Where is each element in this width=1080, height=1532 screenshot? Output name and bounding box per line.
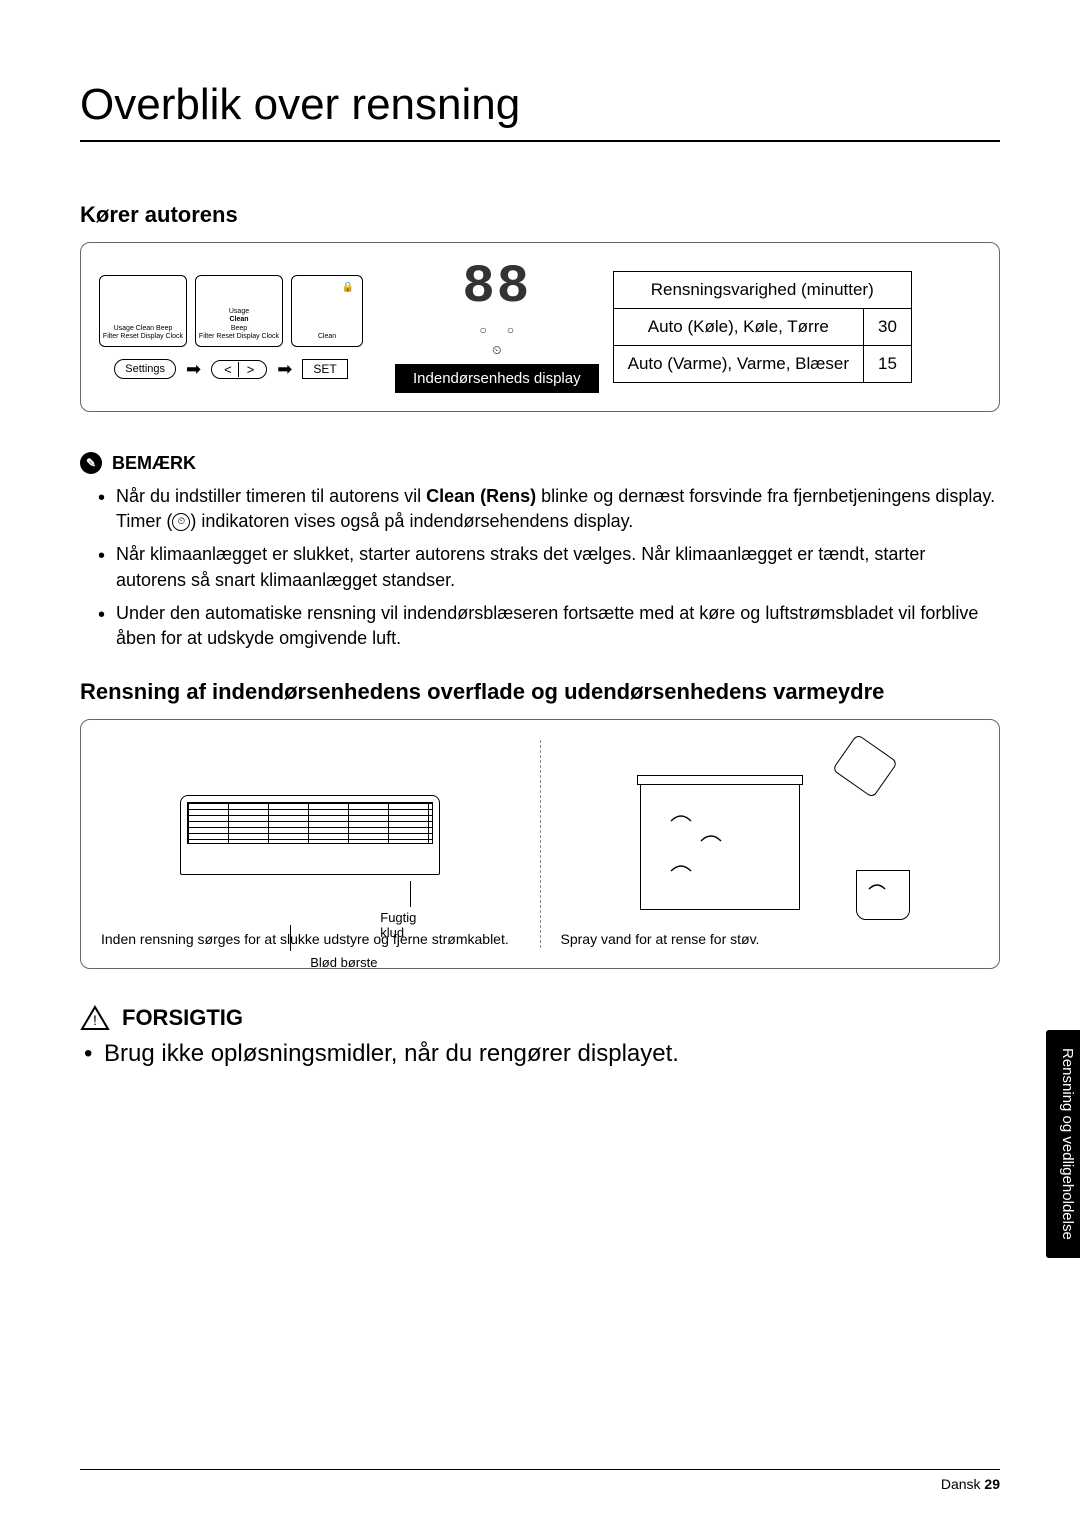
section-side-tab: Rensning og vedligeholdelse	[1046, 1030, 1080, 1258]
note-label: BEMÆRK	[112, 453, 196, 474]
note-bullet-0: Når du indstiller timeren til autorens v…	[98, 484, 1000, 534]
page-title: Overblik over rensning	[80, 80, 1000, 142]
arrow-icon: ➡	[186, 359, 201, 380]
screen2-line1: Usage Clean Beep	[199, 308, 279, 333]
remote-screen-2: Usage Clean Beep Filter Reset Display Cl…	[195, 275, 283, 347]
lock-icon: 🔒	[342, 282, 354, 293]
bucket-illustration	[856, 870, 910, 920]
timer-icon: ⏲	[172, 513, 190, 531]
outdoor-clean-panel: Spray vand for at rense for støv.	[561, 740, 980, 948]
screen1-line1: Usage Clean Beep	[103, 325, 183, 333]
outdoor-unit-illustration	[640, 780, 800, 910]
outdoor-clean-caption: Spray vand for at rense for støv.	[561, 930, 980, 948]
watering-cup-illustration	[832, 734, 898, 799]
screen1-line2: Filter Reset Display Clock	[103, 333, 183, 341]
autoclean-diagram: Usage Clean Beep Filter Reset Display Cl…	[80, 242, 1000, 412]
arrow-icon: ➡	[277, 359, 292, 380]
nav-left-right: <>	[211, 360, 267, 379]
duration-mode-0: Auto (Køle), Køle, Tørre	[613, 309, 863, 346]
indoor-clean-panel: Fugtig klud Blød børste Inden rensning s…	[101, 740, 541, 948]
cleaning-duration-table: Rensningsvarighed (minutter) Auto (Køle)…	[613, 271, 912, 383]
indoor-unit-illustration	[180, 795, 440, 875]
indoor-display-block: 88 ○○ ⏲ Indendørsenheds display	[395, 261, 599, 393]
timer-small-icon: ⏲	[492, 343, 501, 358]
note-bullet-1: Når klimaanlægget er slukket, starter au…	[98, 542, 1000, 592]
caution-bullet-0: Brug ikke opløsningsmidler, når du rengø…	[84, 1037, 1000, 1071]
seven-segment-display: 88	[462, 261, 531, 315]
section-run-autoclean-heading: Kører autorens	[80, 202, 1000, 228]
chevron-right-icon: >	[241, 362, 261, 377]
screen2-line2: Filter Reset Display Clock	[199, 333, 279, 341]
set-button: SET	[302, 359, 347, 379]
page-footer: Dansk 29	[80, 1469, 1000, 1492]
settings-button: Settings	[114, 359, 176, 379]
caution-header: ! FORSIGTIG	[80, 1005, 1000, 1031]
remote-block: Usage Clean Beep Filter Reset Display Cl…	[99, 275, 363, 380]
footer-page-number: 29	[984, 1476, 1000, 1492]
duration-mode-1: Auto (Varme), Varme, Blæser	[613, 346, 863, 383]
caution-icon: !	[80, 1005, 110, 1031]
cloth-label: Fugtig klud	[380, 910, 440, 940]
duration-min-0: 30	[863, 309, 911, 346]
duration-min-1: 15	[863, 346, 911, 383]
table-row: Auto (Køle), Køle, Tørre 30	[613, 309, 911, 346]
note-bullet-list: Når du indstiller timeren til autorens v…	[80, 484, 1000, 651]
display-small-icons: ○○	[480, 323, 515, 337]
note-bullet-2: Under den automatiske rensning vil inden…	[98, 601, 1000, 651]
chevron-left-icon: <	[218, 362, 239, 377]
table-row: Auto (Varme), Varme, Blæser 15	[613, 346, 911, 383]
screen3-text: Clean	[318, 333, 336, 341]
svg-text:!: !	[93, 1012, 97, 1028]
note-header: ✎ BEMÆRK	[80, 452, 1000, 474]
remote-controls-row: Settings ➡ <> ➡ SET	[114, 359, 347, 380]
duration-header: Rensningsvarighed (minutter)	[613, 272, 911, 309]
indoor-clean-caption: Inden rensning sørges for at slukke udst…	[101, 930, 520, 948]
note-icon: ✎	[80, 452, 102, 474]
surface-clean-diagram: Fugtig klud Blød børste Inden rensning s…	[80, 719, 1000, 969]
brush-label: Blød børste	[310, 955, 377, 970]
caution-label: FORSIGTIG	[122, 1005, 243, 1031]
section-surface-clean-heading: Rensning af indendørsenhedens overflade …	[80, 679, 1000, 705]
footer-language: Dansk	[941, 1476, 981, 1492]
remote-screen-3: 🔒 Clean	[291, 275, 363, 347]
caution-bullet-list: Brug ikke opløsningsmidler, når du rengø…	[80, 1037, 1000, 1071]
remote-screen-1: Usage Clean Beep Filter Reset Display Cl…	[99, 275, 187, 347]
indoor-display-label: Indendørsenheds display	[395, 364, 599, 393]
